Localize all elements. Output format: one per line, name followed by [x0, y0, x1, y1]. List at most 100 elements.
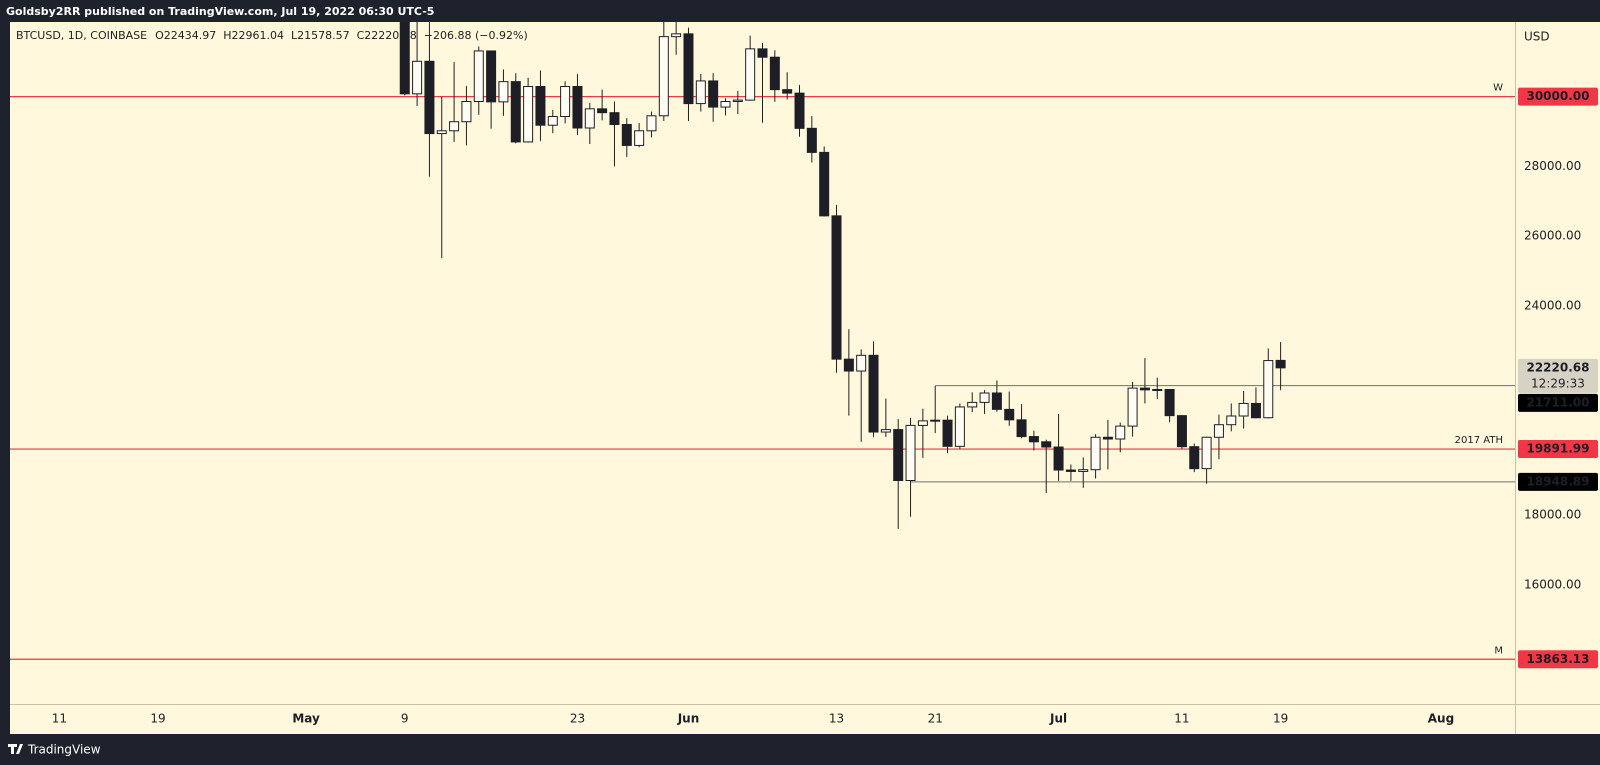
symbol-label: BTCUSD, 1D, COINBASE — [16, 29, 147, 42]
candle-body — [1189, 446, 1200, 470]
candle-body — [671, 33, 682, 38]
candle-body — [843, 358, 854, 372]
candle-body — [412, 60, 423, 95]
y-tick-label: 26000.00 — [1524, 229, 1581, 243]
last-price-tag-bg — [1518, 358, 1598, 393]
candle-body — [1102, 436, 1113, 440]
x-tick-label: 13 — [829, 712, 844, 726]
candle-body — [954, 406, 965, 447]
candle-body — [1213, 424, 1224, 438]
candle-body — [473, 50, 484, 102]
y-tick-label: 16000.00 — [1524, 577, 1581, 591]
candle-body — [708, 80, 719, 108]
last-price-tag: 22220.68 — [1526, 360, 1589, 374]
x-tick-label: Aug — [1428, 712, 1454, 726]
ohlc-field: O22434.97 — [155, 29, 216, 42]
level-tag-bg — [1518, 440, 1598, 459]
candle-body — [905, 424, 916, 482]
candle-body — [1164, 388, 1175, 417]
candle-body — [979, 392, 990, 403]
range-tag-bg — [1518, 393, 1598, 412]
footer-brand: TradingView — [27, 743, 101, 757]
candle-body — [880, 429, 891, 433]
candle-body — [1004, 408, 1015, 421]
candle-body — [1065, 469, 1076, 472]
level-tag: 19891.99 — [1526, 442, 1589, 456]
candle-body — [757, 48, 768, 58]
candle-body — [806, 127, 817, 153]
candle-body — [732, 99, 743, 102]
level-tag-bg — [1518, 87, 1598, 106]
candle-body — [584, 108, 595, 129]
countdown: 12:29:33 — [1531, 376, 1585, 390]
candle-body — [967, 401, 978, 408]
candle-body — [769, 56, 780, 91]
level-tag-bg — [1518, 650, 1598, 669]
candle-body — [523, 86, 534, 143]
x-tick-label: 23 — [570, 712, 585, 726]
candle-body — [535, 86, 546, 126]
candle-body — [1115, 425, 1126, 440]
ohlc-field: L21578.57 — [291, 29, 350, 42]
candle-body — [449, 121, 460, 132]
x-tick-label: Jun — [677, 712, 700, 726]
candle-body — [498, 81, 509, 103]
candle-body — [1041, 441, 1052, 448]
ohlc-field: H22961.04 — [223, 29, 284, 42]
price-axis-unit: USD — [1524, 30, 1550, 44]
candle-body — [1090, 436, 1101, 471]
candle-body — [720, 100, 731, 108]
candle-body — [991, 392, 1002, 410]
candle-body — [819, 151, 830, 217]
brand-logo — [8, 744, 23, 754]
candle-body — [399, 22, 410, 95]
ohlc-legend: BTCUSD, 1D, COINBASE O22434.97 H22961.04 L… — [16, 29, 528, 42]
candle-body — [856, 354, 867, 372]
range-tag: 21711.00 — [1526, 395, 1589, 409]
x-tick-label: 19 — [1273, 712, 1288, 726]
candle-body — [1263, 360, 1274, 419]
range-tag: 18948.89 — [1526, 474, 1589, 488]
candle-body — [868, 354, 879, 433]
candle-body — [1139, 387, 1150, 391]
range-tag-bg — [1518, 472, 1598, 491]
level-tag: 30000.00 — [1526, 89, 1589, 103]
candle-body — [1201, 436, 1212, 470]
x-tick-label: 9 — [401, 712, 409, 726]
candle-body — [831, 215, 842, 360]
candle-body — [597, 108, 608, 114]
x-tick-label: 11 — [52, 712, 67, 726]
candle-body — [1028, 436, 1039, 443]
candle-body — [1053, 446, 1064, 471]
candle-body — [486, 50, 497, 103]
candle-body — [942, 419, 953, 447]
candle-body — [436, 130, 447, 135]
candle-body — [794, 92, 805, 129]
y-tick-label: 28000.00 — [1524, 159, 1581, 173]
level-note: W — [1493, 83, 1503, 94]
candle-body — [1078, 469, 1089, 472]
publisher-header: Goldsby2RR published on TradingView.com,… — [6, 5, 434, 18]
candle-body — [1275, 359, 1286, 369]
y-tick-label: 24000.00 — [1524, 298, 1581, 312]
x-tick-label: 19 — [150, 712, 165, 726]
candle-body — [1152, 388, 1163, 391]
chart-background — [10, 22, 1516, 734]
x-tick-label: May — [292, 712, 320, 726]
candle-body — [917, 420, 928, 426]
candle-body — [461, 100, 472, 123]
candle-body — [1176, 415, 1187, 448]
candle-body — [1250, 402, 1261, 419]
candle-body — [1016, 419, 1027, 438]
level-tag: 13863.13 — [1526, 652, 1589, 666]
candle-body — [695, 80, 706, 105]
plot-area — [10, 22, 1515, 660]
level-note: M — [1494, 645, 1503, 656]
candle-body — [893, 429, 904, 482]
x-tick-label: 11 — [1174, 712, 1189, 726]
y-tick-label: 18000.00 — [1524, 508, 1581, 522]
candle-body — [1238, 402, 1249, 417]
candle-body — [646, 115, 657, 132]
